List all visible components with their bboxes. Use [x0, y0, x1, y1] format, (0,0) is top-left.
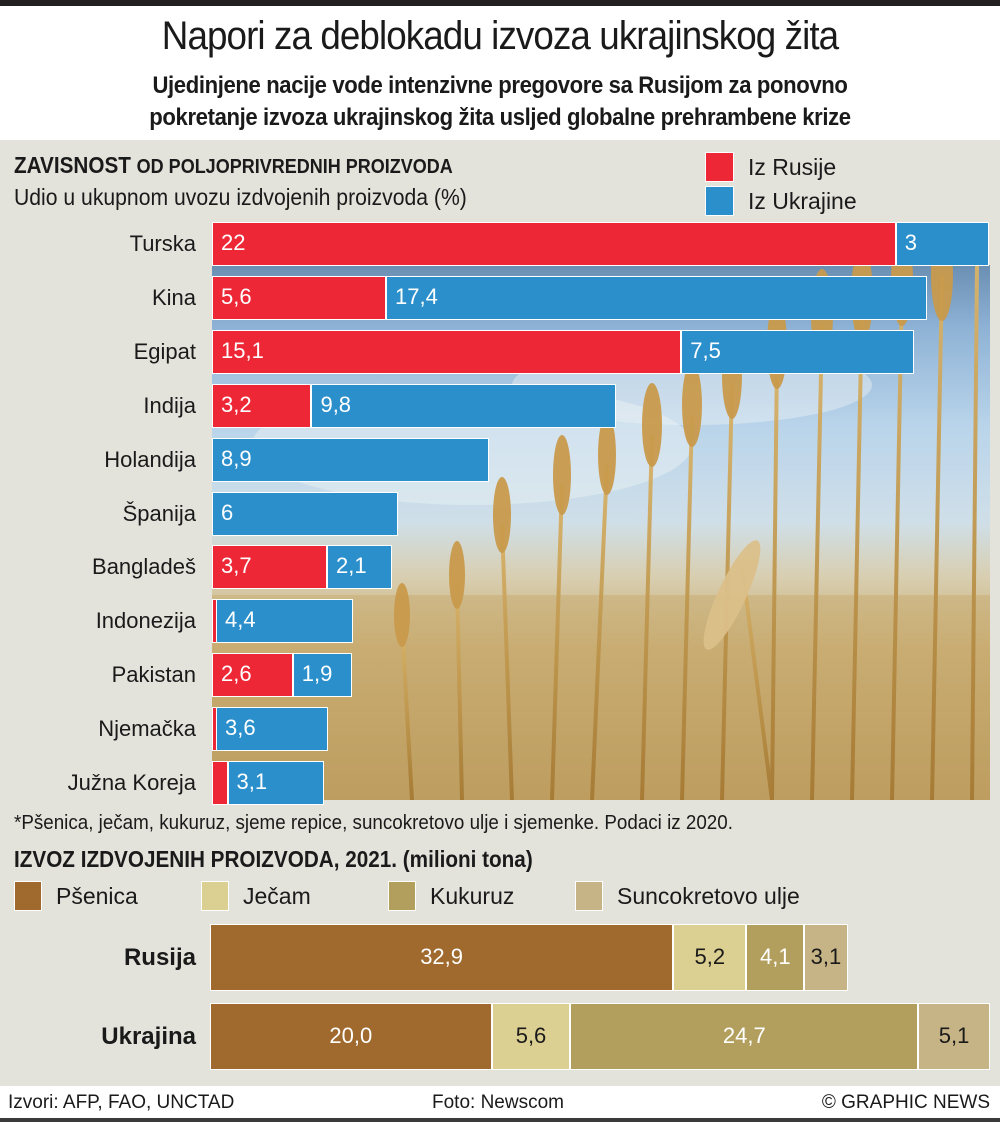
category-label: Holandija [104, 446, 196, 472]
data-label: 2,6 [221, 661, 252, 687]
category-label: Južna Koreja [67, 770, 196, 795]
bar-ukraine: 4,4 [216, 599, 353, 644]
export-section-title: IZVOZ IZDVOJENIH PROIZVODA, 2021. (milio… [14, 846, 533, 873]
data-label: 3,7 [221, 553, 252, 579]
category-label: Španija [122, 500, 196, 526]
data-label: 22 [221, 230, 246, 255]
data-label: 5,2 [694, 944, 726, 969]
category-label: Turska [129, 231, 196, 256]
row-label: Ukrajina [101, 1023, 196, 1050]
data-label: 4,4 [225, 607, 256, 633]
legend-swatch-russia [705, 152, 734, 182]
row-label: Rusija [123, 944, 196, 971]
legend-item-psenica: Pšenica [14, 881, 138, 911]
footer-photo-credit: Foto: Newscom [432, 1092, 564, 1113]
data-label: 1,9 [301, 661, 333, 687]
bar-ukraine: 1,9 [292, 653, 352, 698]
data-label: 3 [904, 230, 917, 255]
legend-item-suncokretovo-ulje: Suncokretovo ulje [575, 881, 800, 911]
data-label: 3,2 [221, 391, 252, 417]
dependency-title-rest: OD POLJOPRIVREDNIH PROIZVODA [136, 156, 453, 178]
bottom-rule [0, 1118, 1000, 1122]
dependency-section-title: ZAVISNOST OD POLJOPRIVREDNIH PROIZVODA [14, 152, 453, 179]
category-label: Egipat [133, 338, 196, 364]
data-label: 3,6 [225, 715, 256, 741]
legend-swatch-kukuruz [388, 881, 416, 911]
data-label: 4,1 [759, 944, 791, 969]
bar-ukraine: 3,6 [216, 707, 328, 752]
segment-kukuruz: 24,7 [570, 1003, 919, 1070]
segment-kukuruz: 4,1 [746, 924, 805, 991]
bar-russia: 22 [212, 222, 896, 266]
segment-psenica: 32,9 [210, 924, 674, 991]
data-label: 3,1 [810, 944, 842, 969]
footer-sources: Izvori: AFP, FAO, UNCTAD [8, 1092, 235, 1113]
legend-label-psenica: Pšenica [56, 882, 138, 909]
segment-suncokretovo-ulje: 5,1 [918, 1003, 990, 1070]
category-label: Kina [151, 284, 196, 310]
data-label: 8,9 [221, 445, 252, 471]
legend-swatch-psenica [14, 881, 42, 911]
legend-label-suncokretovo-ulje: Suncokretovo ulje [617, 882, 800, 909]
bar-ukraine: 8,9 [212, 437, 489, 482]
bar-ukraine: 2,1 [326, 545, 393, 590]
subtitle-line-2: pokretanje izvoza ukrajinskog žita uslje… [149, 104, 851, 131]
category-label: Indija [143, 392, 196, 418]
bar-russia: 15,1 [212, 329, 682, 374]
export-title: IZVOZ IZDVOJENIH PROIZVODA, 2021. [14, 846, 398, 872]
bar-russia: 3,2 [212, 383, 312, 428]
category-label: Bangladeš [92, 554, 196, 580]
category-label: Pakistan [111, 662, 196, 688]
legend-item-russia: Iz Rusije [705, 152, 836, 182]
subtitle-line-1: Ujedinjene nacije vode intenzivne pregov… [152, 72, 848, 99]
bar-ukraine: 7,5 [681, 329, 915, 374]
legend-swatch-ukraine [705, 186, 734, 216]
footnote: *Pšenica, ječam, kukuruz, sjeme repice, … [14, 812, 733, 834]
data-label: 7,5 [690, 337, 721, 363]
data-label: 17,4 [395, 283, 438, 309]
data-label: 15,1 [221, 337, 264, 363]
data-label: 6 [221, 499, 234, 525]
data-label: 5,1 [938, 1023, 970, 1048]
segment-jecam: 5,6 [491, 1003, 571, 1070]
data-label: 20,0 [329, 1023, 373, 1048]
segment-jecam: 5,2 [673, 924, 747, 991]
category-label: Njemačka [98, 716, 196, 742]
legend-swatch-suncokretovo-ulje [575, 881, 603, 911]
segment-suncokretovo-ulje: 3,1 [804, 924, 848, 991]
dependency-title-bold: ZAVISNOST [14, 152, 131, 178]
legend-item-kukuruz: Kukuruz [388, 881, 514, 911]
data-label: 3,1 [236, 769, 268, 794]
bar-ukraine: 17,4 [386, 275, 927, 320]
legend-item-jecam: Ječam [201, 881, 311, 911]
page-title: Napori za deblokadu izvoza ukrajinskog ž… [161, 14, 839, 58]
bar-russia: 3,7 [212, 545, 327, 590]
legend-swatch-jecam [201, 881, 229, 911]
data-label: 5,6 [515, 1023, 547, 1048]
top-rule [0, 0, 1000, 6]
bar-russia [212, 761, 228, 805]
legend-label-ukraine: Iz Ukrajine [748, 187, 857, 214]
bar-ukraine: 3 [895, 222, 989, 266]
category-label: Indonezija [95, 608, 196, 634]
legend-label-kukuruz: Kukuruz [430, 882, 515, 909]
data-label: 9,8 [320, 391, 352, 417]
bar-ukraine: 6 [212, 491, 399, 536]
legend-label-jecam: Ječam [243, 882, 311, 909]
bar-russia: 5,6 [212, 275, 387, 320]
dependency-subtitle: Udio u ukupnom uvozu izdvojenih proizvod… [14, 184, 467, 210]
legend-item-ukraine: Iz Ukrajine [705, 186, 857, 216]
data-label: 24,7 [722, 1023, 766, 1048]
bar-russia: 2,6 [212, 653, 293, 698]
data-label: 2,1 [335, 553, 367, 579]
export-unit: (milioni tona) [402, 846, 533, 872]
footer-copyright: © GRAPHIC NEWS [821, 1092, 990, 1113]
data-label: 5,6 [221, 283, 252, 309]
bar-ukraine: 9,8 [311, 383, 617, 428]
legend-label-russia: Iz Rusije [748, 153, 837, 180]
bar-ukraine: 3,1 [227, 761, 324, 805]
data-label: 32,9 [420, 944, 464, 969]
segment-psenica: 20,0 [210, 1003, 492, 1070]
